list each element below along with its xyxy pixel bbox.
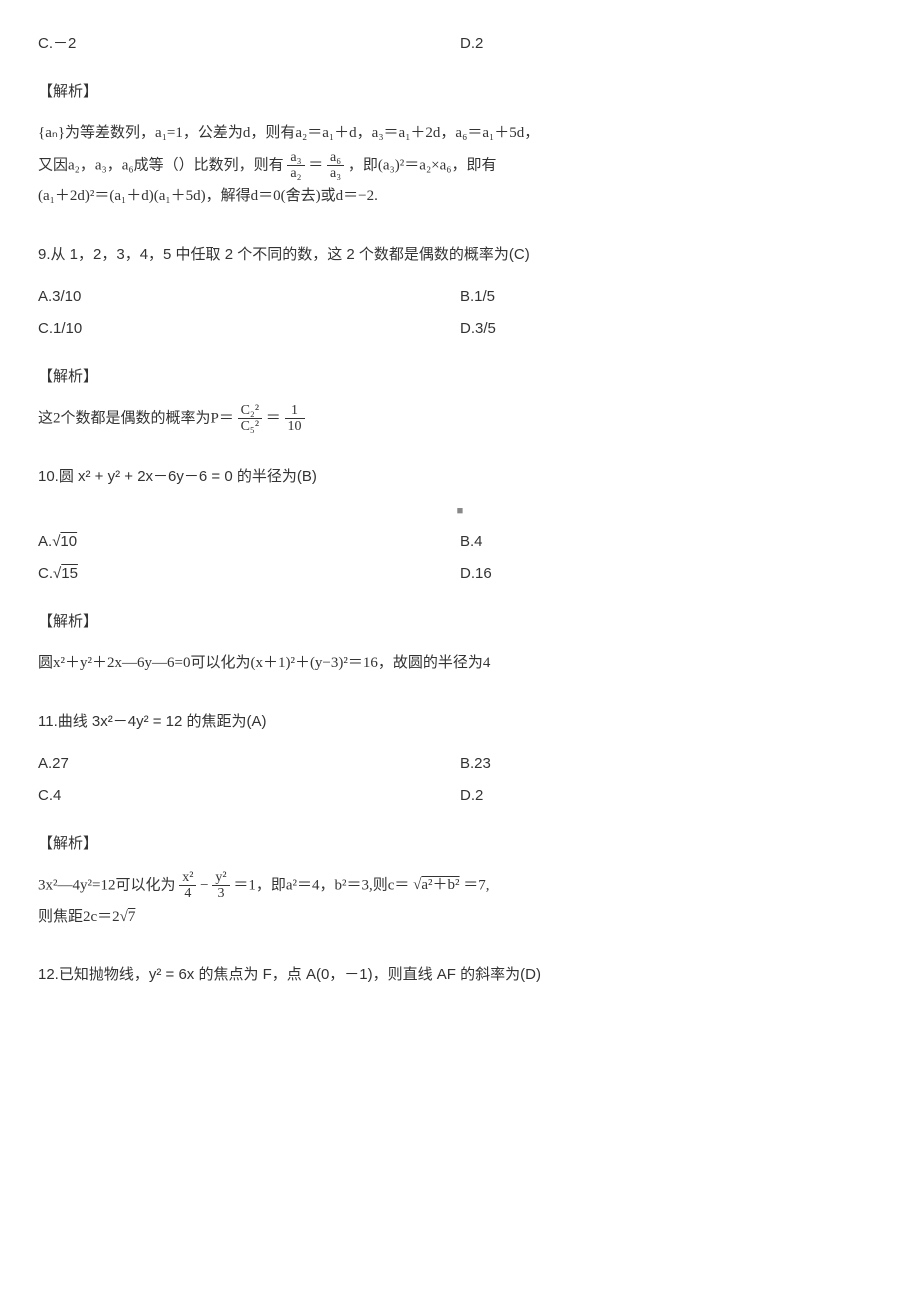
q8-analysis: {aₙ}为等差数列，a₁=1，公差为d，则有a₂＝a₁＋d，a₃＝a₁＋2d，a… (38, 118, 882, 213)
q11-opt-a: A.27 (38, 748, 460, 780)
q11-opt-d: D.2 (460, 780, 882, 812)
q11-frac1-num: x² (179, 870, 196, 885)
q11-sqrt-arg: a²＋b² (421, 877, 459, 893)
q11-frac1: x² 4 (179, 870, 196, 902)
q10-opt-b: B.4 (460, 526, 882, 558)
q11-line1: 3x²―4y²=12可以化为 x² 4 − y² 3 ＝1，即a²＝4，b²＝3… (38, 870, 882, 902)
q8-line1: {aₙ}为等差数列，a₁=1，公差为d，则有a₂＝a₁＋d，a₃＝a₁＋2d，a… (38, 118, 882, 150)
q10-stem: 10.圆 x² + y² + 2x－6y－6 = 0 的半径为(B) (38, 465, 882, 489)
q11-stem: 11.曲线 3x²－4y² = 12 的焦距为(A) (38, 710, 882, 734)
q9-opt-b: B.1/5 (460, 281, 882, 313)
q11-options: A.27 B.23 C.4 D.2 (38, 748, 882, 812)
q12-stem: 12.已知抛物线，y² = 6x 的焦点为 F，点 A(0，－1)，则直线 AF… (38, 963, 882, 987)
q8-opt-c: C.－2 (38, 28, 460, 60)
q9-stem: 9.从 1，2，3，4，5 中任取 2 个不同的数，这 2 个数都是偶数的概率为… (38, 243, 882, 267)
q11-l2-rad: 7 (128, 909, 136, 925)
q11-l1-mid2: ＝1，即a²＝4，b²＝3,则c＝ (233, 877, 409, 893)
q8-frac1-num: a₃ (287, 150, 304, 165)
q11-frac2-den: 3 (212, 885, 229, 901)
q10-optA-pre: A. (38, 533, 52, 550)
q8-line2: 又因a₂，a₃，a₆成等（）比数列，则有 a₃ a₂ ＝ a₆ a₃ ，即(a₃… (38, 150, 882, 182)
q9-fracA: C₂² C₅² (238, 403, 262, 435)
q10-opt-c: C. 15 (38, 558, 460, 590)
q9-fracB-den: 10 (285, 418, 305, 434)
q9-mid: ＝ (266, 410, 281, 426)
q11-analysis-label: 【解析】 (38, 832, 882, 856)
q11-frac2-num: y² (212, 870, 229, 885)
q11-analysis: 3x²―4y²=12可以化为 x² 4 − y² 3 ＝1，即a²＝4，b²＝3… (38, 870, 882, 933)
q8-analysis-label: 【解析】 (38, 80, 882, 104)
q9-fracB: 1 10 (285, 403, 305, 435)
q11-l1-mid1: − (200, 877, 208, 893)
q10-opt-d: D.16 (460, 558, 882, 590)
q11-opt-c: C.4 (38, 780, 460, 812)
q11-l1-pre: 3x²―4y²=12可以化为 (38, 877, 175, 893)
sqrt-icon: 15 (53, 562, 78, 586)
q10-analysis-label: 【解析】 (38, 610, 882, 634)
q9-opt-d: D.3/5 (460, 313, 882, 345)
q9-opt-a: A.3/10 (38, 281, 460, 313)
q8-frac2-num: a₆ (327, 150, 344, 165)
q10-optC-rad: 15 (61, 565, 78, 582)
q8-frac2-den: a₃ (327, 165, 344, 181)
sqrt-icon: 10 (52, 530, 77, 554)
q9-fracA-num: C₂² (238, 403, 262, 418)
page-marker: ■ (38, 503, 882, 521)
q10-opt-a: A. 10 (38, 526, 460, 558)
q11-l1-post: ＝7, (463, 877, 489, 893)
q9-options: A.3/10 B.1/5 C.1/10 D.3/5 (38, 281, 882, 345)
q9-pre: 这2个数都是偶数的概率为P＝ (38, 410, 234, 426)
q8-frac1-den: a₂ (287, 165, 304, 181)
q9-analysis: 这2个数都是偶数的概率为P＝ C₂² C₅² ＝ 1 10 (38, 403, 882, 435)
q8-l2-mid: ＝ (308, 157, 323, 173)
q10-analysis: 圆x²＋y²＋2x―6y―6=0可以化为(x＋1)²＋(y−3)²＝16，故圆的… (38, 648, 882, 680)
q11-frac1-den: 4 (179, 885, 196, 901)
q9-analysis-label: 【解析】 (38, 365, 882, 389)
q8-opt-d: D.2 (460, 28, 882, 60)
q11-opt-b: B.23 (460, 748, 882, 780)
sqrt-icon: a²＋b² (413, 870, 459, 902)
q10-optC-pre: C. (38, 565, 53, 582)
q8-frac2: a₆ a₃ (327, 150, 344, 182)
q8-line3: (a₁＋2d)²＝(a₁＋d)(a₁＋5d)，解得d＝0(舍去)或d＝−2. (38, 181, 882, 213)
q11-l2-pre: 则焦距2c＝2 (38, 909, 120, 925)
sqrt-icon: 7 (120, 902, 136, 934)
q9-fracA-den: C₅² (238, 418, 262, 434)
q10-options: A. 10 B.4 C. 15 D.16 (38, 526, 882, 590)
q9-opt-c: C.1/10 (38, 313, 460, 345)
q8-frac1: a₃ a₂ (287, 150, 304, 182)
q11-frac2: y² 3 (212, 870, 229, 902)
q11-line2: 则焦距2c＝2 7 (38, 902, 882, 934)
q8-l2-pre: 又因a₂，a₃，a₆成等（）比数列，则有 (38, 157, 284, 173)
q8-options: C.－2 D.2 (38, 28, 882, 60)
q9-fracB-num: 1 (285, 403, 305, 418)
q10-optA-rad: 10 (60, 533, 77, 550)
q8-l2-post: ，即(a₃)²＝a₂×a₆，即有 (348, 157, 497, 173)
